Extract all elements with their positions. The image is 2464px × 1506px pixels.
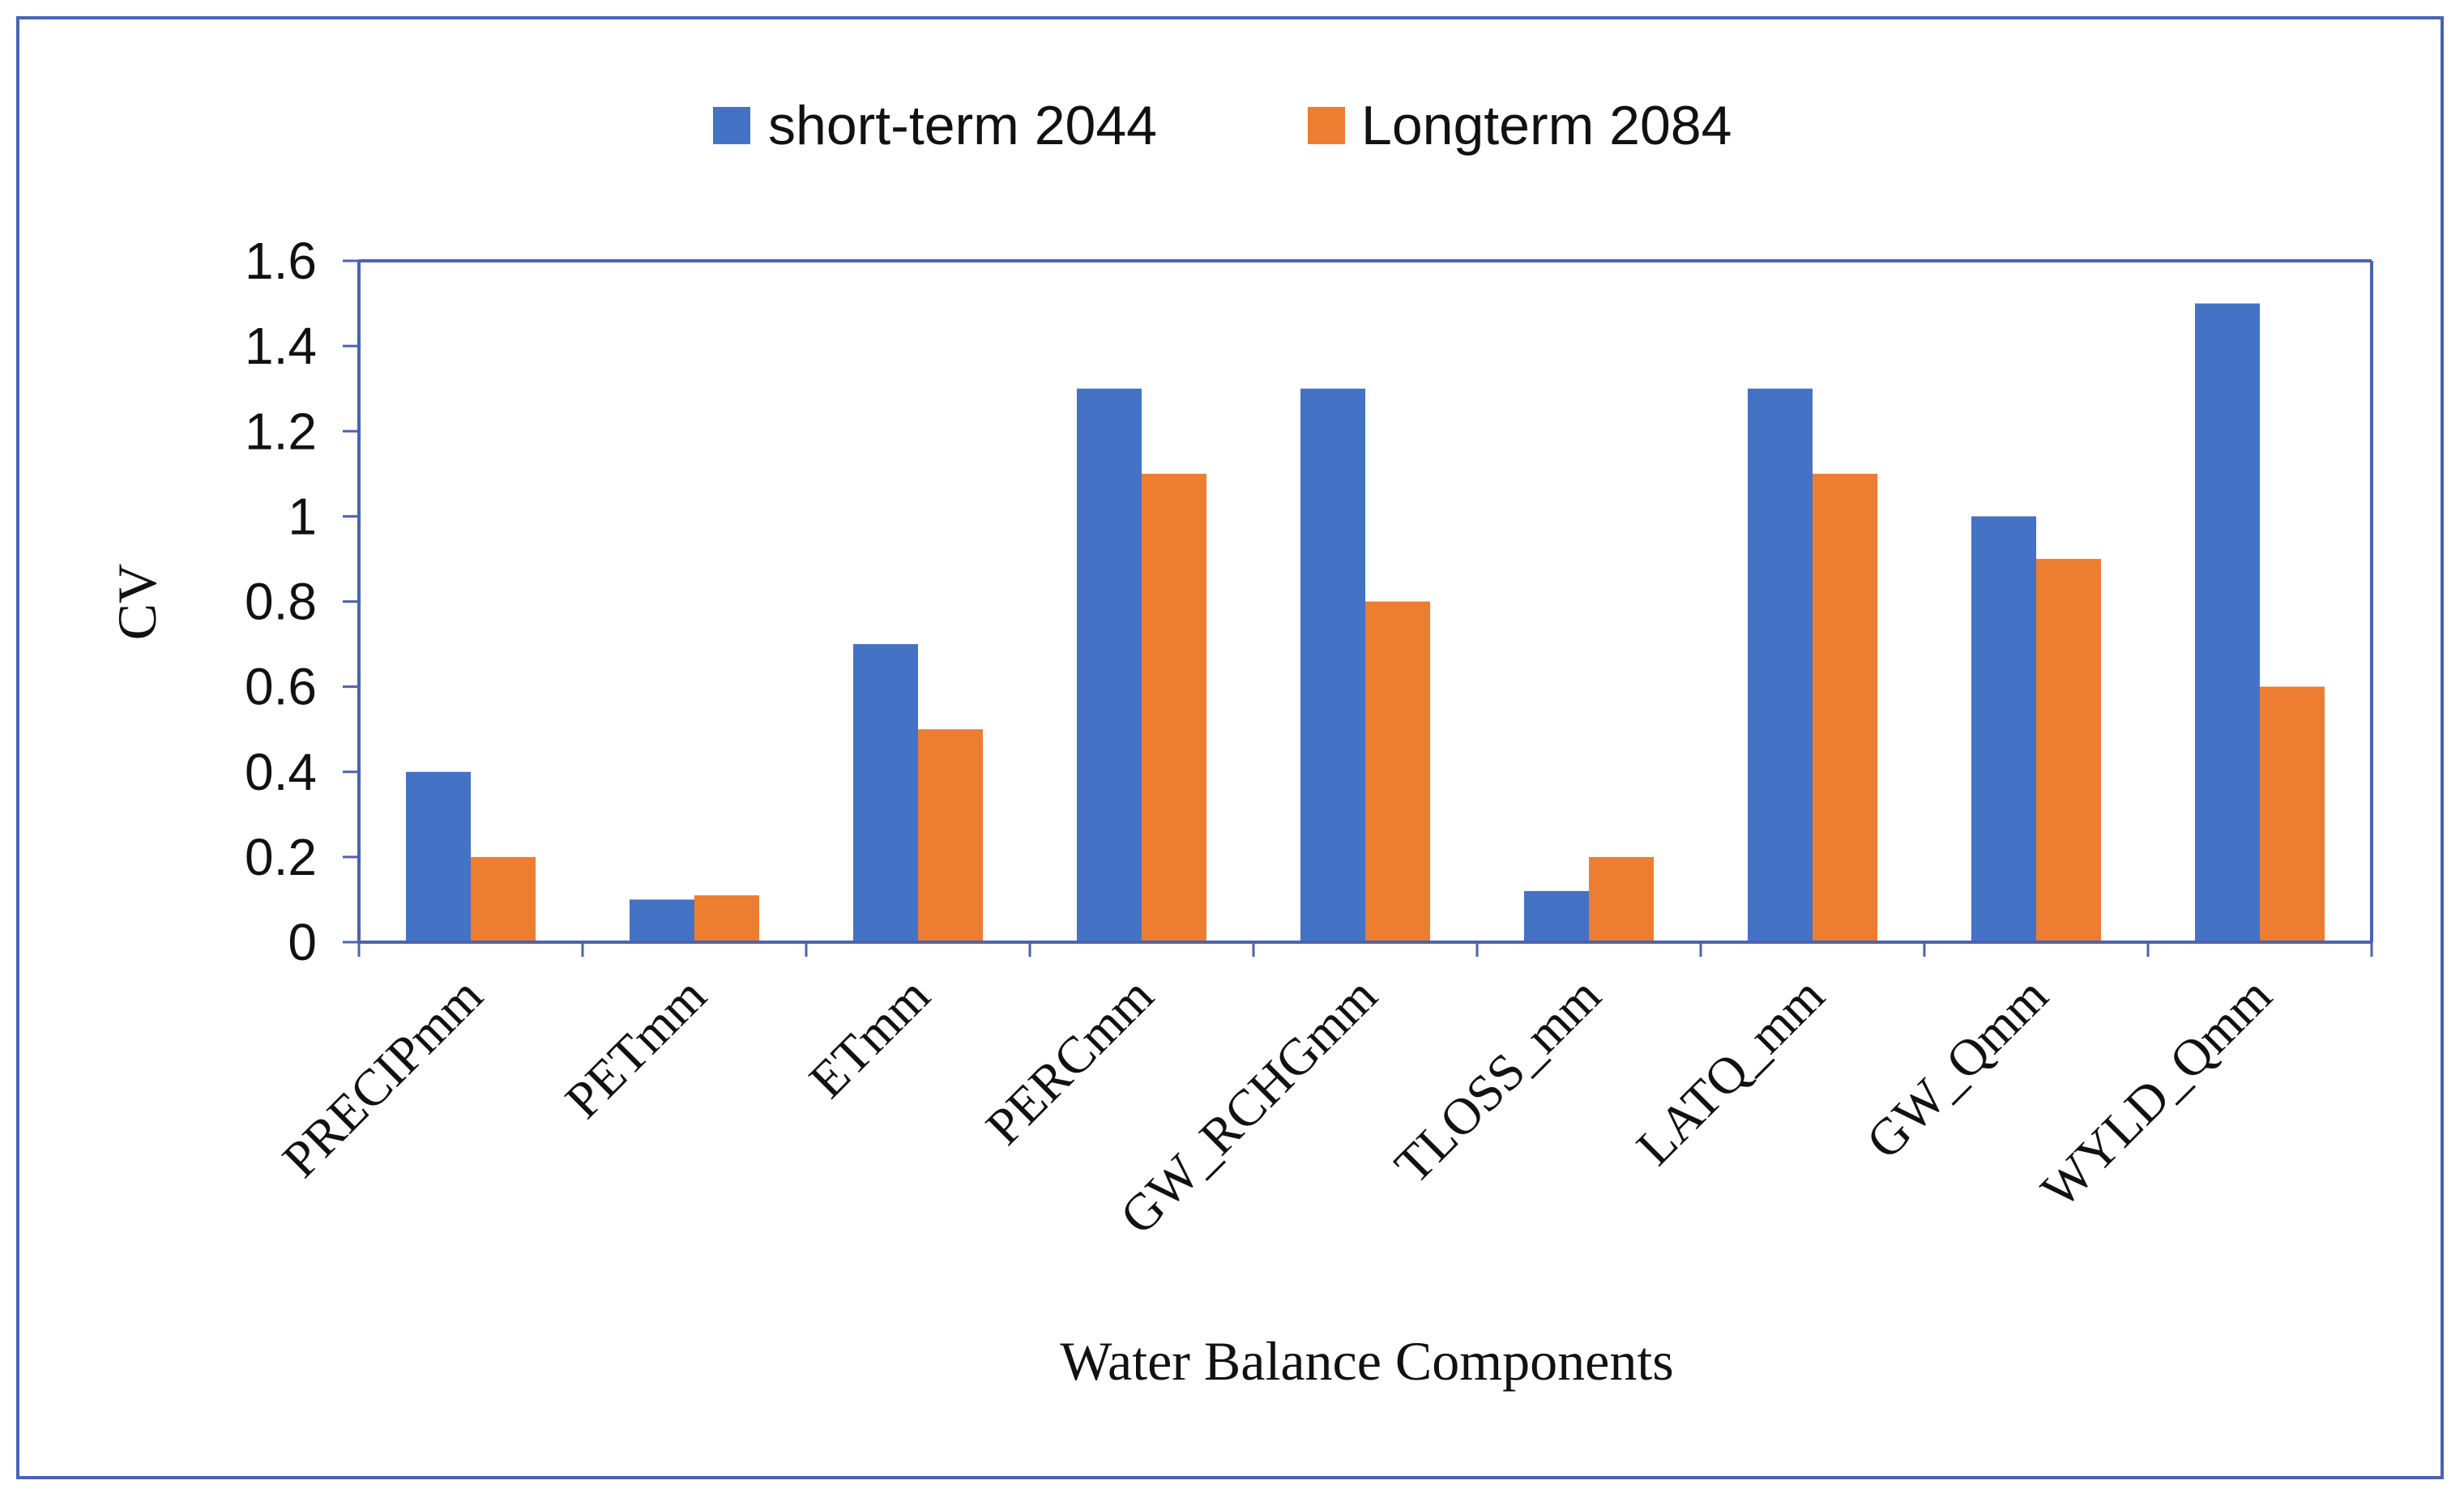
y-tick-label: 0.6 — [245, 658, 317, 716]
bar-short-term-wyld-qmm — [2195, 303, 2260, 943]
x-category-label: LATQ_mm — [1625, 966, 1835, 1176]
x-category-label: GW_Qmm — [1855, 966, 2059, 1170]
x-category-label: ETmm — [798, 966, 941, 1109]
bar-short-term-petmm — [630, 899, 694, 942]
bar-short-term-gw-qmm — [1971, 516, 2036, 942]
y-axis-title: CV — [106, 564, 168, 640]
plot-area: 0 0.2 0.4 0.6 0.8 1 1.2 1.4 1.6 PRECIPmm PETmm ETmm… — [245, 232, 2373, 1245]
bar-long-term-percmm — [1142, 473, 1206, 942]
legend-swatch — [713, 107, 750, 144]
legend-label: Longterm 2084 — [1361, 95, 1732, 156]
x-axis-title: Water Balance Components — [1060, 1330, 1673, 1392]
bar-long-term-tloss-mm — [1589, 856, 1654, 942]
y-tick-label: 0.4 — [245, 743, 317, 801]
bar-long-term-gw-qmm — [2036, 558, 2101, 942]
legend-label: short-term 2044 — [768, 95, 1157, 156]
y-tick-label: 0.8 — [245, 573, 317, 631]
y-tick-label: 1.6 — [245, 232, 317, 290]
bar-long-term-petmm — [694, 895, 759, 942]
bar-long-term-wyld-qmm — [2260, 686, 2325, 942]
y-tick-label: 1.4 — [245, 317, 317, 375]
y-tick-label: 1.2 — [245, 402, 317, 460]
bar-long-term-gw-rchgmm — [1365, 601, 1430, 942]
legend: short-term 2044 Longterm 2084 — [713, 95, 1732, 156]
bar-long-term-precipmm — [471, 856, 536, 942]
bar-short-term-tloss-mm — [1524, 890, 1589, 942]
bar-short-term-latq-mm — [1748, 388, 1813, 942]
x-category-label: PRECIPmm — [271, 966, 493, 1188]
y-tick-label: 1 — [288, 487, 317, 545]
y-tick-label: 0.2 — [245, 828, 317, 886]
x-category-label: PERCmm — [975, 966, 1164, 1156]
bar-short-term-gw-rchgmm — [1300, 388, 1365, 942]
bar-short-term-percmm — [1077, 388, 1142, 942]
x-category-label: TLOSS_mm — [1383, 966, 1612, 1195]
y-tick-label: 0 — [288, 913, 317, 971]
bar-long-term-etmm — [918, 729, 983, 942]
bar-long-term-latq-mm — [1813, 473, 1877, 942]
bar-short-term-precipmm — [406, 771, 471, 943]
legend-swatch — [1308, 107, 1345, 144]
bar-short-term-etmm — [853, 644, 918, 942]
x-category-label: PETmm — [554, 966, 717, 1129]
x-category-label: WYLD_Qmm — [2030, 966, 2283, 1219]
